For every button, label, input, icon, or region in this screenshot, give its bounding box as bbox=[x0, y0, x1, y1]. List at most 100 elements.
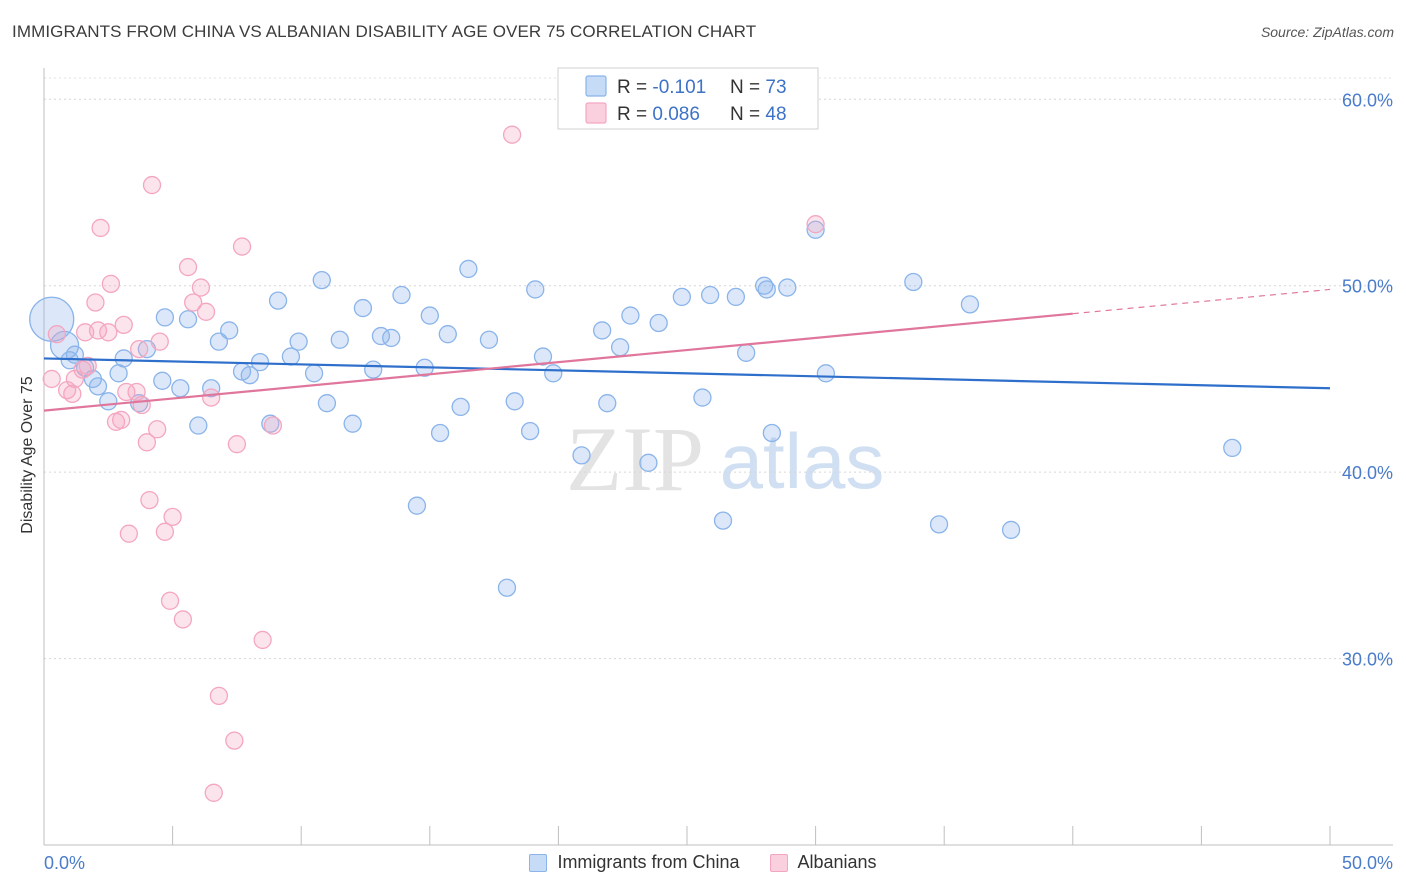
china-point-43 bbox=[459, 259, 478, 279]
china-point-55 bbox=[621, 306, 640, 325]
stat-legend-n-label: N = bbox=[730, 104, 765, 125]
svg-text:R = -0.101 N = 73: R = -0.101 N = 73 bbox=[617, 77, 787, 98]
stat-legend-r-label: R = bbox=[617, 104, 652, 125]
albanians-point-37 bbox=[225, 731, 244, 750]
stat-legend-swatch-albanians bbox=[585, 102, 607, 124]
china-point-68 bbox=[806, 220, 825, 239]
albanians-point-7 bbox=[78, 356, 97, 376]
china-point-7 bbox=[99, 392, 118, 411]
china-point-51 bbox=[572, 446, 591, 465]
stat-legend: R = -0.101 N = 73 R = 0.086 N = 48 bbox=[557, 67, 819, 130]
series-albanians-points bbox=[42, 125, 825, 802]
albanians-point-17 bbox=[119, 524, 139, 543]
albanians-point-20 bbox=[132, 395, 151, 415]
china-point-66 bbox=[762, 423, 782, 443]
albanians-point-3 bbox=[63, 384, 82, 403]
china-point-28 bbox=[312, 270, 331, 290]
albanians-point-43 bbox=[806, 215, 825, 234]
bottom-legend: Immigrants from China Albanians bbox=[0, 852, 1406, 873]
stat-legend-n-label: N = bbox=[730, 77, 765, 98]
china-point-56 bbox=[639, 453, 658, 472]
albanians-point-33 bbox=[196, 302, 216, 321]
trend-line-albanians-extension bbox=[1072, 288, 1331, 315]
legend-swatch-albanians bbox=[769, 853, 788, 872]
china-point-57 bbox=[649, 313, 668, 333]
china-point-13 bbox=[155, 308, 175, 327]
china-point-32 bbox=[353, 298, 373, 318]
albanians-point-26 bbox=[155, 522, 175, 541]
china-point-35 bbox=[382, 328, 401, 348]
china-point-74 bbox=[1223, 438, 1242, 458]
legend-item-china: Immigrants from China bbox=[529, 852, 740, 873]
albanians-point-1 bbox=[47, 325, 67, 344]
trend-line-albanians bbox=[43, 312, 1073, 412]
china-point-31 bbox=[343, 414, 362, 433]
china-point-46 bbox=[505, 392, 524, 411]
trend-lines bbox=[43, 288, 1331, 412]
y-tick-label-40: 40.0% bbox=[1342, 463, 1393, 483]
china-point-60 bbox=[700, 285, 720, 305]
albanians-point-10 bbox=[91, 218, 110, 238]
china-point-69 bbox=[816, 364, 836, 383]
legend-item-albanians: Albanians bbox=[769, 852, 877, 873]
y-tick-label-50: 50.0% bbox=[1342, 277, 1393, 297]
albanians-point-29 bbox=[173, 610, 193, 629]
stat-legend-swatch-china bbox=[585, 75, 607, 97]
albanians-point-19 bbox=[130, 339, 149, 359]
x-tick-label-min: 0.0% bbox=[44, 853, 85, 873]
china-point-45 bbox=[497, 578, 517, 597]
albanians-point-4 bbox=[65, 369, 85, 389]
china-point-33 bbox=[364, 360, 383, 379]
albanians-point-16 bbox=[117, 382, 136, 402]
albanians-point-27 bbox=[160, 591, 180, 610]
x-tick-label-max: 50.0% bbox=[1342, 853, 1393, 873]
albanians-point-39 bbox=[232, 237, 252, 256]
china-point-23 bbox=[261, 414, 280, 433]
albanians-point-0 bbox=[42, 369, 61, 389]
albanians-point-35 bbox=[204, 783, 223, 802]
china-point-21 bbox=[240, 366, 259, 385]
china-point-65 bbox=[757, 280, 776, 299]
china-point-16 bbox=[189, 416, 208, 435]
china-point-47 bbox=[520, 421, 540, 441]
china-point-63 bbox=[737, 343, 756, 362]
albanians-point-42 bbox=[502, 125, 522, 144]
china-point-12 bbox=[153, 371, 172, 390]
china-point-70 bbox=[904, 272, 923, 292]
y-tick-label-60: 60.0% bbox=[1342, 90, 1393, 110]
albanians-point-25 bbox=[150, 332, 169, 351]
albanians-point-11 bbox=[99, 323, 118, 342]
albanians-point-12 bbox=[101, 274, 121, 294]
china-point-73 bbox=[1001, 520, 1021, 540]
china-point-36 bbox=[392, 285, 411, 305]
china-point-19 bbox=[220, 321, 239, 340]
stat-legend-r-albanians: 0.086 bbox=[652, 104, 700, 125]
china-point-6 bbox=[88, 377, 108, 396]
y-tick-labels: 30.0% 40.0% 50.0% 60.0% bbox=[1342, 90, 1393, 669]
stat-legend-n-albanians: 48 bbox=[765, 104, 786, 125]
watermark-atlas: atlas bbox=[720, 417, 885, 505]
china-point-71 bbox=[929, 515, 949, 534]
china-point-15 bbox=[178, 310, 198, 329]
china-point-41 bbox=[438, 325, 457, 344]
china-point-40 bbox=[430, 423, 450, 443]
y-tick-label-30: 30.0% bbox=[1342, 650, 1393, 670]
albanians-point-31 bbox=[184, 293, 203, 312]
albanians-point-8 bbox=[86, 293, 105, 312]
albanians-point-24 bbox=[148, 420, 167, 439]
china-point-24 bbox=[268, 291, 288, 310]
albanians-point-38 bbox=[227, 435, 247, 454]
svg-text:R = 0.086 N = 48: R = 0.086 N = 48 bbox=[617, 104, 787, 125]
stat-legend-r-china: -0.101 bbox=[652, 77, 706, 98]
legend-label-albanians: Albanians bbox=[797, 852, 877, 872]
china-point-53 bbox=[598, 394, 617, 413]
albanians-point-21 bbox=[137, 433, 157, 452]
albanians-point-41 bbox=[263, 416, 283, 435]
axes bbox=[43, 68, 1393, 846]
stat-legend-r-label: R = bbox=[617, 77, 652, 98]
albanians-point-32 bbox=[191, 278, 211, 297]
china-point-27 bbox=[304, 364, 324, 383]
legend-label-china: Immigrants from China bbox=[557, 852, 740, 872]
china-point-30 bbox=[330, 330, 349, 349]
china-point-48 bbox=[526, 280, 545, 299]
